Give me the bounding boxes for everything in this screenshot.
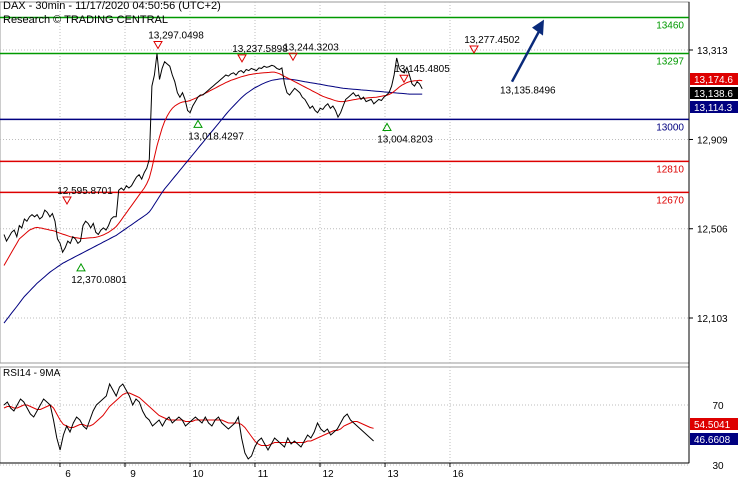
value-tag <box>690 101 738 113</box>
projection-arrow-shaft <box>510 27 543 83</box>
high-marker <box>62 196 72 206</box>
projection-arrow-head <box>532 19 544 36</box>
high-marker <box>399 74 409 84</box>
rsi-tick-label: 70 <box>712 401 724 412</box>
level-label-13297: 13297 <box>656 57 684 68</box>
annotation-label: 13,135.8496 <box>500 85 556 96</box>
low-marker <box>382 122 392 131</box>
annotation-label: 12,595.8701 <box>57 186 113 197</box>
value-tag <box>690 433 738 445</box>
rsi-panel-frame <box>0 366 690 464</box>
annotation-label: 13,297.0498 <box>148 31 204 42</box>
low-marker <box>76 262 86 272</box>
price-line <box>3 53 423 254</box>
value-tag-label: 13,174.6 <box>694 75 733 86</box>
x-tick-label: 9 <box>130 469 136 480</box>
x-tick-label: 10 <box>192 469 204 480</box>
chart-title: DAX - 30min - 11/17/2020 04:50:56 (UTC+2… <box>3 0 221 12</box>
annotation-label: 13,145.4805 <box>394 64 450 75</box>
y-tick-label: 12,909 <box>697 135 728 146</box>
x-tick-label: 6 <box>65 469 71 480</box>
annotation-label: 13,277.4502 <box>464 35 520 46</box>
main-panel-frame <box>0 1 690 364</box>
value-tag-label: 46.6608 <box>694 435 731 446</box>
annotation-label: 13,004.8203 <box>377 134 433 145</box>
high-marker <box>237 54 247 63</box>
value-tag-label: 13,114.3 <box>694 103 733 114</box>
x-tick-label: 12 <box>322 469 334 480</box>
value-tag-label: 13,138.6 <box>694 89 733 100</box>
level-label-12670: 12670 <box>656 195 684 206</box>
value-tag <box>690 418 738 430</box>
level-label-12810: 12810 <box>656 164 684 175</box>
low-marker <box>193 119 203 128</box>
chart-credit: Research © TRADING CENTRAL <box>3 14 168 26</box>
x-tick-label: 16 <box>452 469 464 480</box>
x-tick-label: 13 <box>387 469 399 480</box>
value-tag-label: 54.5041 <box>694 420 731 431</box>
y-tick-label: 12,506 <box>697 225 728 236</box>
value-tag <box>690 73 738 85</box>
annotation-label: 13,244.3203 <box>283 42 339 53</box>
rsi-line <box>3 382 374 460</box>
high-marker <box>288 52 298 62</box>
high-marker <box>469 45 479 54</box>
annotation-label: 13,237.5898 <box>232 44 288 55</box>
level-label-13460: 13460 <box>656 20 684 31</box>
rsi-ma-line <box>3 392 374 446</box>
x-tick-label: 11 <box>258 469 269 480</box>
rsi-panel-title: RSI14 - 9MA <box>3 368 61 379</box>
ma-slow-line <box>3 78 423 324</box>
value-tag <box>690 87 738 99</box>
level-label-13000: 13000 <box>656 122 684 133</box>
rsi-tick-label: 30 <box>712 461 724 472</box>
high-marker <box>153 41 163 50</box>
annotation-label: 12,370.0801 <box>71 275 127 286</box>
y-tick-label: 13,313 <box>697 46 728 57</box>
annotation-label: 13,018.4297 <box>188 131 244 142</box>
y-tick-label: 12,103 <box>697 314 728 325</box>
